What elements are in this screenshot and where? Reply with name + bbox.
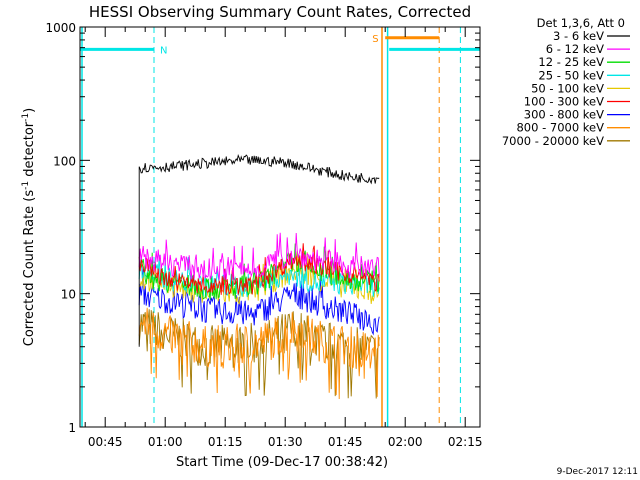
- y-tick-label: 1: [68, 421, 76, 435]
- series-group: [138, 154, 380, 400]
- legend-entry-label: 300 - 800 keV: [524, 108, 604, 122]
- y-tick-label: 100: [53, 154, 76, 168]
- x-tick-label: 01:00: [148, 435, 183, 449]
- y-label-mid: detector: [22, 121, 37, 181]
- x-tick-label: 01:45: [328, 435, 363, 449]
- x-tick-label: 01:30: [268, 435, 303, 449]
- legend-entry-label: 25 - 50 keV: [538, 68, 604, 82]
- x-tick-label: 02:00: [388, 435, 423, 449]
- series-line: [138, 232, 380, 281]
- x-tick-label: 00:45: [88, 435, 123, 449]
- x-axis: 00:45 01:00 01:15 01:30 01:45 02:00 02:15: [84, 27, 483, 449]
- y-axis-label: Corrected Count Rate (s-1 detector-1): [21, 108, 37, 346]
- footer-timestamp: 9-Dec-2017 12:11: [557, 467, 638, 477]
- y-label-end: ): [22, 108, 37, 113]
- night-label: N: [160, 45, 167, 56]
- series-line: [138, 154, 380, 347]
- x-axis-label: Start Time (09-Dec-17 00:38:42): [176, 455, 388, 470]
- legend-entry-label: 50 - 100 keV: [531, 81, 604, 95]
- legend-entry-label: 3 - 6 keV: [553, 29, 604, 43]
- y-label-sup-2: -1: [21, 113, 31, 122]
- legend-entry-label: 7000 - 20000 keV: [502, 134, 604, 148]
- legend-entry-label: 6 - 12 keV: [546, 42, 604, 56]
- annotations: NS: [80, 27, 480, 427]
- y-axis: 1 10 100 1000: [45, 21, 480, 435]
- x-tick-label: 01:15: [208, 435, 243, 449]
- legend-title: Det 1,3,6, Att 0: [537, 16, 625, 30]
- y-label-sup-1: -1: [21, 181, 31, 190]
- series-line: [138, 309, 380, 399]
- series-line: [138, 307, 380, 400]
- y-label-main: Corrected Count Rate (s: [22, 190, 37, 347]
- x-tick-label: 02:15: [448, 435, 483, 449]
- y-tick-label: 10: [61, 288, 76, 302]
- legend-entry-label: 800 - 7000 keV: [516, 121, 604, 135]
- plot-frame: [79, 26, 481, 428]
- y-tick-label: 1000: [45, 21, 76, 35]
- legend-entry-label: 100 - 300 keV: [524, 95, 604, 109]
- series-line: [138, 266, 380, 336]
- chart-title: HESSI Observing Summary Count Rates, Cor…: [89, 3, 471, 21]
- saa-label: S: [372, 34, 378, 45]
- legend-entry-label: 12 - 25 keV: [538, 55, 604, 69]
